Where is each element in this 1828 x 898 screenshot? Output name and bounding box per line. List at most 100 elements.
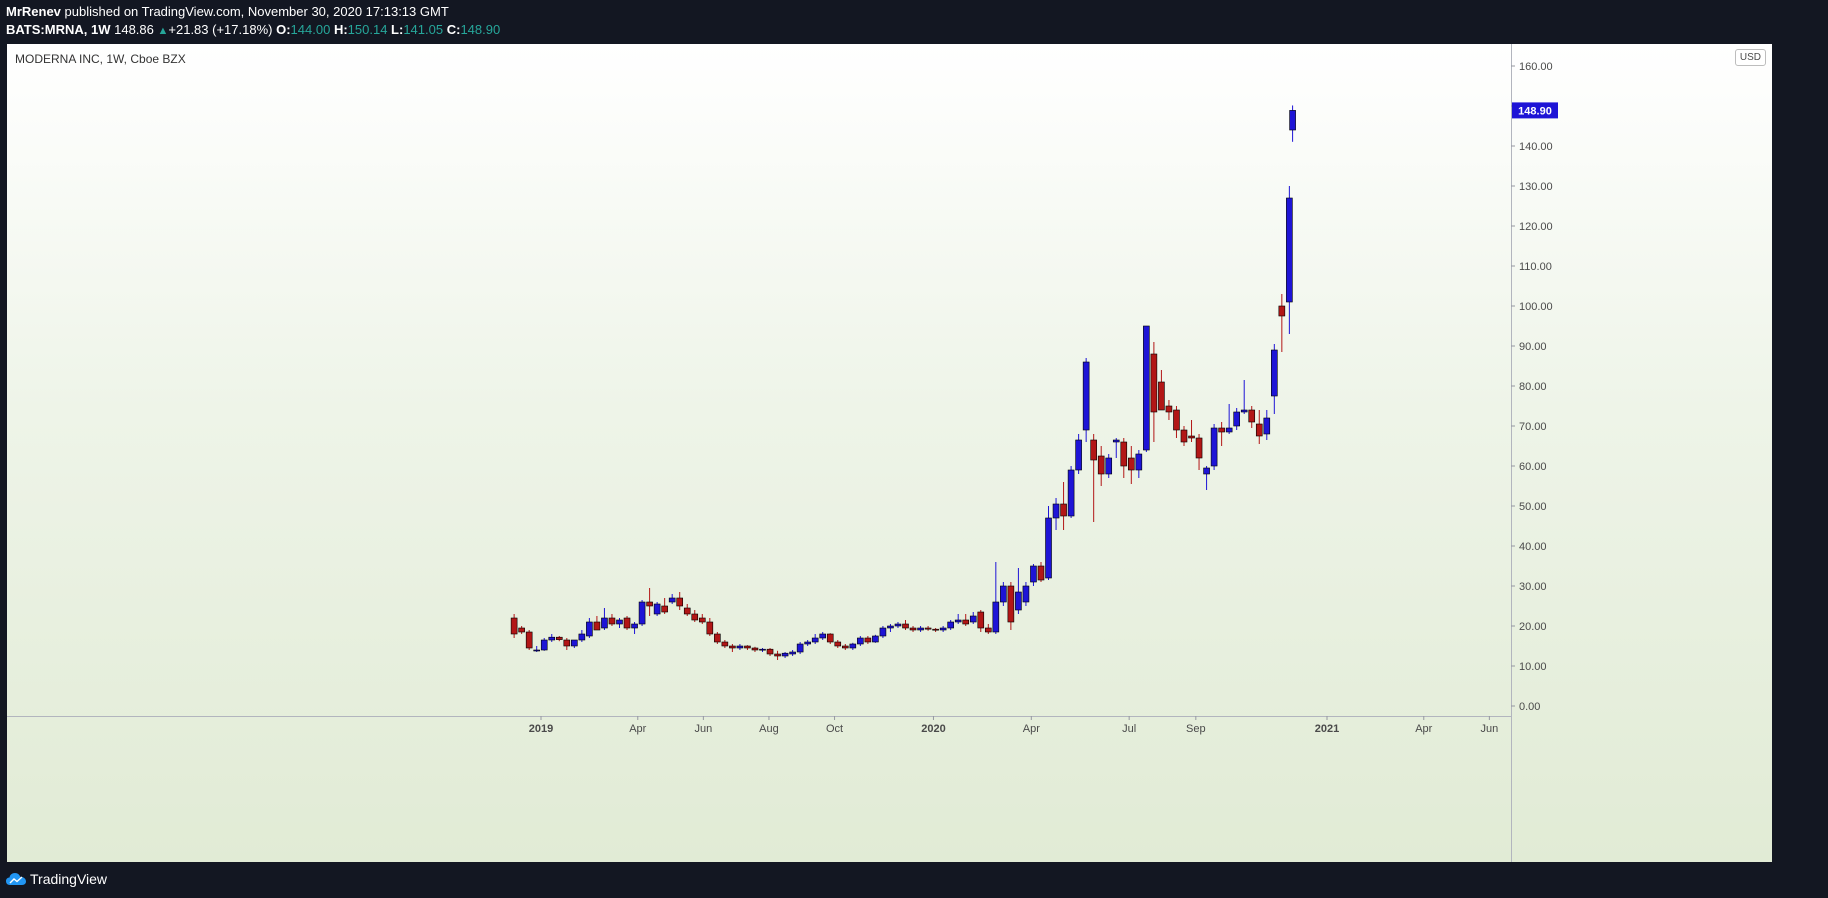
candle-body [1060,503,1067,517]
price-change: +21.83 (+17.18%) [168,22,273,37]
candle-body [759,648,766,651]
candle-body [1233,411,1240,427]
author-name[interactable]: MrRenev [6,4,61,19]
candle-body [872,635,879,643]
x-tick-label: Sep [1186,723,1206,735]
candle-body [586,621,593,637]
candle-body [751,647,759,651]
candle-body [894,623,902,627]
candle-body [819,633,827,639]
y-tick-label: 80.00 [1519,381,1547,393]
candle-body [1128,457,1135,471]
candle-body [1037,565,1045,581]
candle-body [1210,427,1218,467]
candle-body [796,643,804,653]
candle-body [841,645,849,649]
tradingview-logo[interactable]: TradingView [6,871,107,887]
candle-body [1248,409,1256,423]
candle-body [857,637,864,645]
candle-body [616,619,623,625]
candle-body [1180,429,1188,443]
y-tick-label: 20.00 [1519,621,1547,633]
candle-body [984,627,992,633]
y-tick-label: 0.00 [1519,701,1540,713]
candle-body [947,621,954,629]
candle-body [1289,110,1296,131]
candle-body [540,639,548,651]
candle-body [849,643,857,649]
candle-body [601,617,608,629]
candle-body [706,621,714,635]
symbol-label: BATS:MRNA, 1W [6,22,111,37]
footer: TradingView [0,862,1828,898]
candlestick-chart[interactable]: 0.00 10.00 20.00 30.00 40.00 50.00 60.00 70.00 8… [7,44,1772,862]
chart-header: MrRenev published on TradingView.com, No… [0,0,1828,44]
y-tick-label: 90.00 [1519,341,1547,353]
candle-body [571,639,578,647]
candle-body [781,652,789,657]
candle-body [1225,427,1233,433]
candle-body [578,633,586,641]
candle-body [804,641,811,645]
candle-body [1278,305,1286,317]
candle-body [1195,437,1203,459]
candle-body [646,601,653,607]
x-tick-label: Jun [1480,723,1498,735]
candle-body [766,648,774,655]
candle-body [811,637,819,643]
x-tick-label: Apr [629,723,646,735]
candle-body [1120,441,1128,467]
high-value: 150.14 [347,22,388,37]
chart-title: MODERNA INC, 1W, Cboe BZX [15,52,186,66]
y-tick-label: 110.00 [1519,261,1552,273]
candle-body [691,613,699,621]
candle-body [826,633,834,643]
candle-body [1097,455,1105,475]
candle-body [864,637,872,643]
currency-badge[interactable]: USD [1734,49,1766,66]
chart-pane[interactable]: 0.00 10.00 20.00 30.00 40.00 50.00 60.00 70.00 8… [7,44,1772,862]
low-label: L: [391,22,404,37]
candle-body [902,623,909,629]
x-tick-label: 2019 [529,723,553,735]
candle-body [653,603,661,615]
candle-body [774,653,781,657]
candle-body [608,617,616,625]
y-tick-label: 130.00 [1519,181,1553,193]
candle-body [1188,435,1195,439]
candle-body [1022,585,1030,603]
candle-body [721,641,729,647]
y-tick-label: 140.00 [1519,141,1553,153]
open-label: O: [276,22,291,37]
candle-body [548,636,556,641]
candle-body [1203,467,1210,475]
candle-body [1082,361,1090,431]
publish-info: MrRenev published on TradingView.com, No… [6,4,449,19]
y-tick-label: 60.00 [1519,461,1547,473]
x-tick-label: Apr [1023,723,1040,735]
candle-body [954,619,962,623]
candle-body [1030,565,1037,583]
candle-body [623,617,631,629]
x-tick-label: Apr [1415,723,1432,735]
candle-body [1105,457,1113,475]
candle-body [676,597,684,607]
candle-body [555,636,563,640]
candle-body [744,645,751,649]
candle-body [1135,453,1143,471]
candle-body [1158,381,1165,411]
candle-body [510,617,518,635]
candle-body [834,641,842,647]
symbol-line: BATS:MRNA, 1W 148.86 ▲+21.83 (+17.18%) O… [6,22,500,37]
candle-body [661,605,668,613]
candle-body [698,617,706,623]
y-tick-label: 50.00 [1519,501,1547,513]
candle-body [518,627,525,633]
candle-body [1067,469,1075,517]
candle-body [1286,197,1293,303]
candle-body [668,597,676,603]
candle-body [1075,439,1082,471]
candle-body [1143,325,1150,451]
candle-body [563,639,571,647]
candle-body [714,633,721,643]
